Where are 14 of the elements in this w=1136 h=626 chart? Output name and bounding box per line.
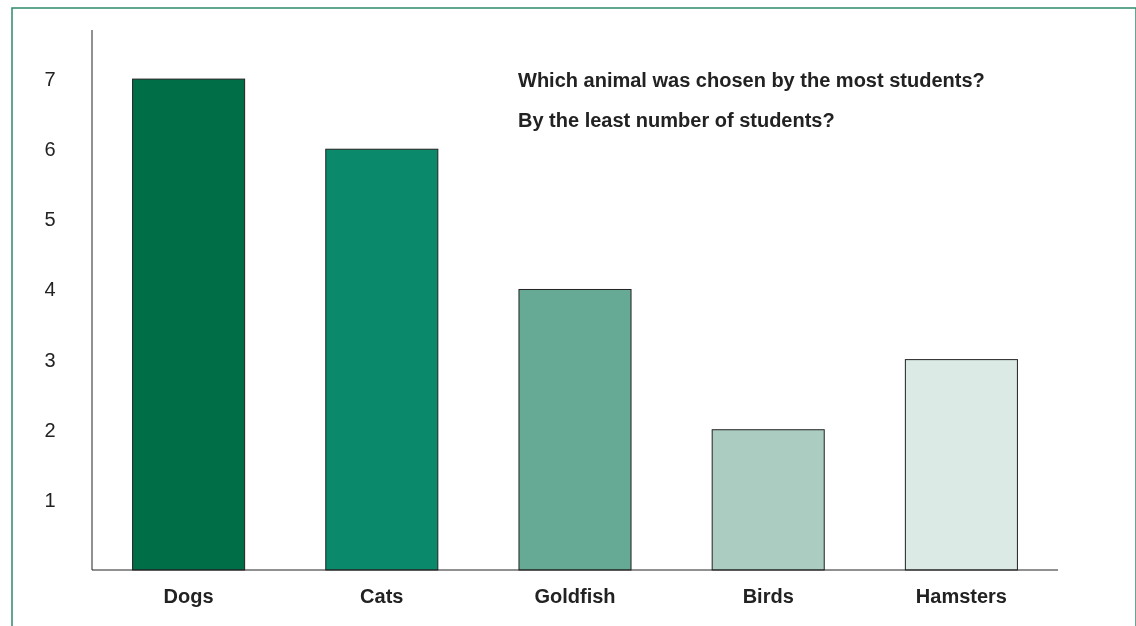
y-tick-label: 3 [44,348,56,371]
y-tick-label: 1 [44,488,56,511]
y-tick-label: 5 [44,208,56,231]
y-tick-label: 7 [44,68,56,91]
x-tick-label: Cats [360,585,404,607]
y-tick-label: 2 [44,418,56,441]
annotation: By the least number of students? [518,109,835,131]
y-tick-label: 4 [44,278,56,301]
x-tick-label: Birds [742,585,794,607]
y-tick-label: 6 [44,138,56,161]
x-tick-label: Goldfish [534,585,616,607]
x-tick-label: Dogs [163,585,214,607]
annotation: Which animal was chosen by the most students? [518,69,985,91]
x-tick-label: Hamsters [915,585,1007,607]
